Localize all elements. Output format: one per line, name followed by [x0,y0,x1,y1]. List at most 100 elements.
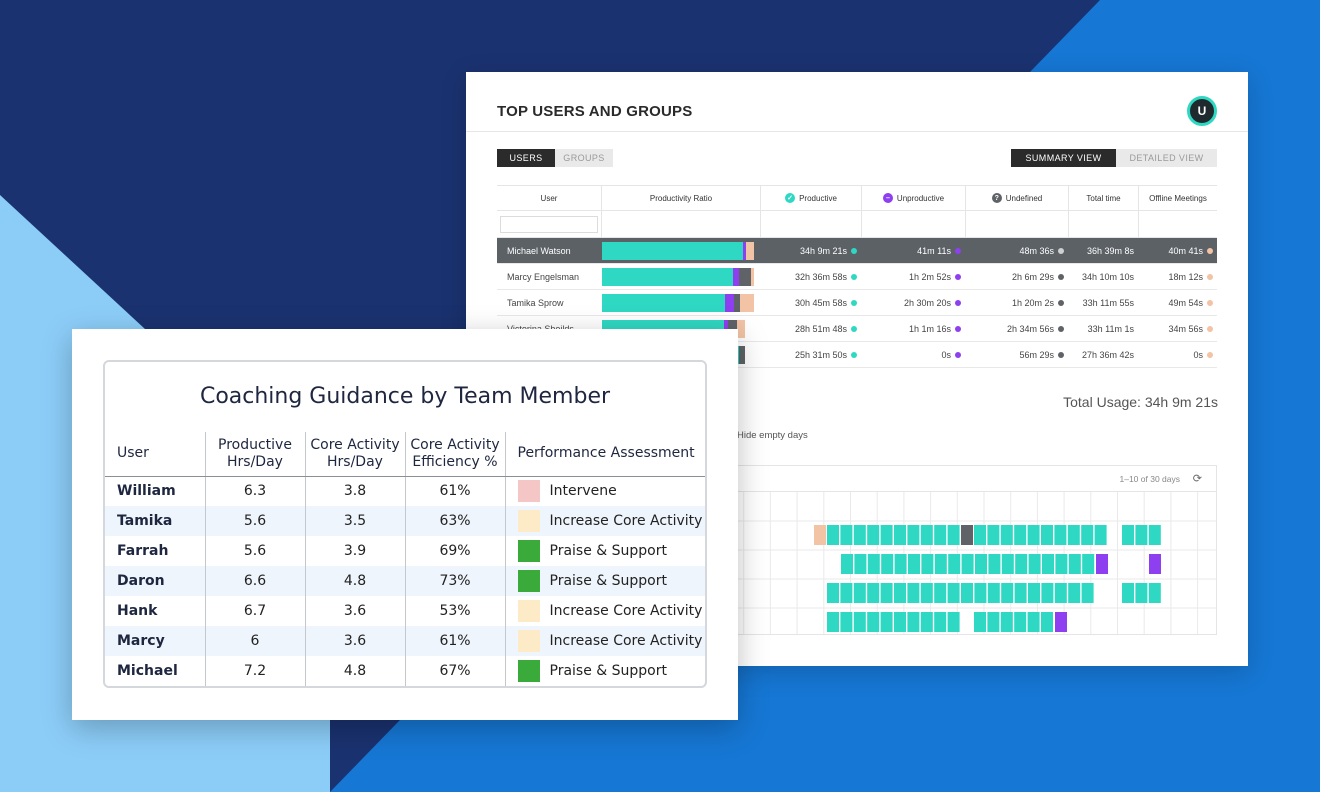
activity-block [1028,583,1040,603]
activity-block [1001,583,1014,603]
activity-block [1081,525,1094,545]
header-eff-l1: Core Activity [410,436,500,453]
activity-block [934,554,947,574]
offline-dot [1207,273,1213,280]
header-core-l1: Core Activity [310,436,400,453]
activity-block [867,554,880,574]
header-performance: Performance Assessment [504,432,705,477]
activity-block [894,583,906,603]
col-undefined[interactable]: ? Undefined [965,186,1068,210]
activity-block [974,525,986,545]
row-ratio-bar [601,241,760,260]
coaching-assessment: Praise & Support [504,656,705,686]
coaching-productive: 6.6 [204,566,305,596]
ratio-bar [602,267,754,286]
activity-block [1027,525,1040,545]
col-unproductive[interactable]: – Unproductive [861,186,965,210]
assessment-text: Increase Core Activity [549,633,703,649]
activity-block [1014,612,1027,632]
activity-block [961,525,973,545]
minus-icon: – [882,193,893,203]
coaching-user: William [117,483,176,500]
activity-block [867,583,880,603]
row-offline: 40m 41s [1138,246,1217,256]
row-user-name[interactable]: Marcy Engelsman [507,271,580,282]
coaching-row: Farrah 5.6 3.9 69% Praise & Support [105,536,705,566]
header-core-l2: Hrs/Day [327,453,383,470]
coaching-productive: 5.6 [204,506,305,536]
col-user[interactable]: User [540,193,558,203]
unproductive-value: 41m 11s [917,245,951,256]
ratio-segment [738,267,751,286]
activity-block [814,525,826,545]
coaching-productive: 5.6 [204,536,305,566]
coaching-user: Farrah [117,543,169,559]
coaching-row: Michael 7.2 4.8 67% Praise & Support [105,656,705,686]
coaching-row: Marcy 6 3.6 61% Increase Core Activity [105,626,705,656]
col-offline[interactable]: Offline Meetings [1138,186,1217,210]
coaching-efficiency: 61% [404,626,505,656]
undefined-dot [1058,325,1064,332]
row-unproductive: 41m 11s [861,246,965,256]
unproductive-dot [955,351,961,358]
activity-block [974,583,987,603]
coaching-user: Marcy [105,626,205,656]
coaching-core: 3.6 [304,596,405,626]
activity-block [840,583,853,603]
activity-block [1042,554,1054,574]
activity-block [1041,583,1054,603]
activity-block [961,583,973,603]
unproductive-value: 2h 30m 20s [903,297,951,308]
activity-block [881,554,894,574]
assessment-text: Increase Core Activity [549,513,703,529]
undefined-value: 1h 20m 2s [1011,297,1054,308]
coaching-card: Coaching Guidance by Team Member User Pr… [72,329,738,720]
user-avatar[interactable]: U [1187,96,1217,126]
undefined-dot [1058,247,1064,254]
row-total: 27h 36m 42s [1081,349,1134,360]
row-user-name[interactable]: Tamika Sprow [507,297,564,308]
activity-block [827,525,839,545]
activity-block [934,583,947,603]
offline-dot [1207,351,1213,358]
activity-block [827,612,839,632]
row-productive: 28h 51m 48s [760,324,861,334]
header-efficiency: Core Activity Efficiency % [404,432,505,477]
coaching-header-row: User Productive Hrs/Day Core Activity Hrs/… [105,432,705,477]
table-row[interactable]: Michael Watson 34h 9m 21s 41m 11s 48m 36s 36… [497,238,1217,264]
ratio-segment [602,267,733,286]
tab-groups[interactable]: GROUPS [555,149,613,167]
user-filter-input[interactable] [500,215,598,233]
hide-empty-days-label[interactable]: Hide empty days [737,430,808,441]
table-row[interactable]: Tamika Sprow 30h 45m 58s 2h 30m 20s 1h 20m … [497,290,1217,316]
refresh-icon[interactable]: ⟳ [1192,473,1202,485]
detailed-view-button[interactable]: DETAILED VIEW [1116,149,1217,167]
activity-block [975,554,987,574]
coaching-table: User Productive Hrs/Day Core Activity Hrs/… [105,432,705,686]
assessment-swatch [517,480,540,503]
row-ratio-bar [601,267,760,286]
col-ratio[interactable]: Productivity Ratio [601,186,760,210]
coaching-table-frame: Coaching Guidance by Team Member User Pr… [103,360,707,688]
activity-block [987,525,1000,545]
table-row[interactable]: Marcy Engelsman 32h 36m 58s 1h 2m 52s 2h 6m… [497,264,1217,290]
row-offline: 34m 56s [1138,324,1217,334]
row-user-name[interactable]: Michael Watson [507,245,571,256]
activity-block [1149,554,1161,574]
tab-users[interactable]: USERS [497,149,555,167]
row-offline: 49m 54s [1138,298,1217,308]
assessment-swatch [517,570,540,592]
activity-block [947,525,960,545]
coaching-productive: 7.2 [204,656,305,686]
activity-block [1096,554,1108,574]
offline-value: 34m 56s [1168,323,1203,334]
undefined-value: 2h 34m 56s [1006,323,1054,334]
row-user-name[interactable]: Victorina Sheilds [497,324,601,334]
row-unproductive: 2h 30m 20s [861,298,965,308]
col-productive[interactable]: ✓ Productive [760,186,861,210]
col-total[interactable]: Total time [1068,186,1138,210]
coaching-body: William 6.3 3.8 61% Intervene Tamika 5.6 3.5 63%… [105,476,705,686]
activity-block [947,583,960,603]
divider [466,131,1248,132]
summary-view-button[interactable]: SUMMARY VIEW [1011,149,1116,167]
